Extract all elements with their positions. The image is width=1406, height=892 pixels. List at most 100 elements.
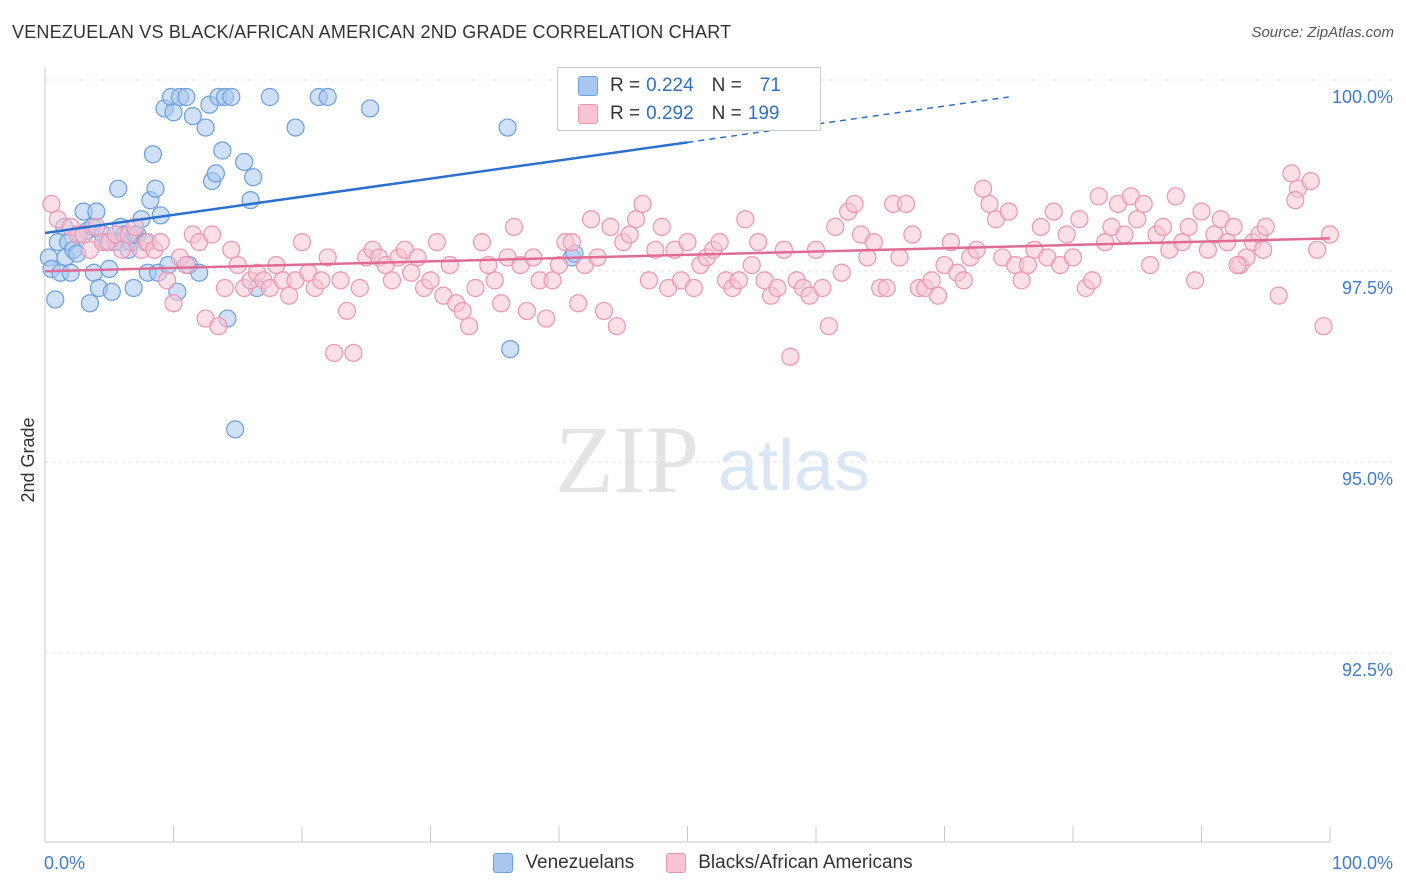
black-african-american-point [1185,271,1205,290]
venezuelan-point [241,191,260,210]
venezuelan-point [143,145,163,164]
black-african-american-point [337,301,357,321]
black-african-american-point [742,255,761,275]
black-african-american-point [967,240,986,259]
venezuelan-point [61,263,80,282]
blacks-legend-label: Blacks/African Americans [698,852,913,873]
black-african-american-point [1192,202,1211,221]
black-african-american-point [601,217,620,236]
venezuelans-n-value: 71 [759,75,781,96]
black-african-american-point [896,194,916,214]
black-african-american-point [562,233,581,252]
black-african-american-point [736,210,755,229]
black-african-american-point [1256,217,1275,236]
black-african-american-point [903,225,922,244]
black-african-american-point [954,271,973,290]
black-african-american-point [1070,210,1089,229]
black-african-american-point [928,286,948,305]
black-african-american-point [421,271,440,290]
venezuelan-point [164,103,183,122]
black-african-american-point [202,225,222,244]
black-african-american-point [1224,217,1243,236]
scatter-points [39,87,1340,439]
black-african-american-point [459,317,479,336]
venezuelan-point [46,290,65,309]
y-tick-label: 100.0% [1332,87,1393,107]
black-african-american-point [639,271,659,290]
stats-legend: R = 0.224 N = 71 R = 0.292 N = 199 [557,67,821,131]
black-african-american-point [877,278,896,298]
black-african-american-point [209,317,228,336]
y-tick-label: 97.5% [1342,278,1393,298]
blacks-r-value: 0.292 [646,103,694,124]
venezuelans-r-value: 0.224 [646,75,694,96]
black-african-american-point [1031,217,1050,236]
black-african-american-point [626,210,646,229]
venezuelan-point [286,118,305,137]
black-african-american-point [1057,225,1076,244]
black-african-american-point [112,240,132,259]
black-african-american-point [1286,191,1305,210]
black-african-american-point [749,233,768,252]
black-african-american-point [485,271,504,290]
legend-item-venezuelans[interactable]: Venezuelans [493,852,634,874]
black-african-american-point [1301,171,1320,191]
blacks-legend-swatch [666,853,687,873]
black-african-american-point [684,278,704,298]
legend-item-blacks[interactable]: Blacks/African Americans [666,852,913,874]
n-label: N = [711,103,742,124]
venezuelan-point [87,202,106,221]
venezuelan-point [501,340,520,359]
r-label: R = [610,75,641,96]
black-african-american-point [774,240,793,259]
black-african-american-point [806,240,826,259]
black-african-american-point [466,278,485,298]
black-african-american-point [652,217,671,236]
black-african-american-point [569,294,588,313]
watermark-atlas: atlas [718,426,870,506]
black-african-american-point [646,240,665,259]
blacks-n-value: 199 [747,103,780,124]
black-african-american-point [331,271,350,290]
black-african-american-point [922,271,941,290]
black-african-american-point [1314,317,1333,336]
black-african-american-point [312,271,331,290]
blacks-points [42,164,1340,366]
black-african-american-point [492,294,511,313]
black-african-american-point [344,343,363,363]
black-african-american-point [678,233,697,252]
black-african-american-point [864,233,883,252]
black-african-american-point [350,278,369,298]
black-african-american-point [582,210,601,229]
x-tick-label: 100.0% [1332,853,1393,873]
y-axis-title: 2nd Grade [18,417,38,502]
black-african-american-point [826,217,845,236]
venezuelan-point [196,118,215,137]
blacks-swatch [578,104,598,124]
black-african-american-point [402,263,421,282]
r-label: R = [610,103,641,124]
black-african-american-point [620,225,639,244]
venezuelan-point [80,294,100,313]
black-african-american-point [845,194,864,214]
black-african-american-point [973,179,993,198]
y-tick-label: 95.0% [1342,469,1393,489]
black-african-american-point [1089,187,1108,206]
venezuelan-point [102,282,121,301]
black-african-american-point [1140,255,1160,275]
black-african-american-point [125,217,145,236]
venezuelan-point [235,152,254,172]
venezuelan-point [124,278,143,298]
black-african-american-point [453,301,472,321]
black-african-american-point [1179,217,1198,236]
series-legend: Venezuelans Blacks/African Americans [0,852,1406,874]
venezuelan-point [260,87,279,107]
black-african-american-point [292,233,312,252]
black-african-american-point [1320,225,1340,244]
black-african-american-point [1282,164,1301,183]
black-african-american-point [813,278,832,298]
black-african-american-point [710,233,729,252]
venezuelan-point [226,420,245,439]
black-african-american-point [1115,225,1134,244]
source-label: Source: ZipAtlas.com [1251,24,1394,41]
